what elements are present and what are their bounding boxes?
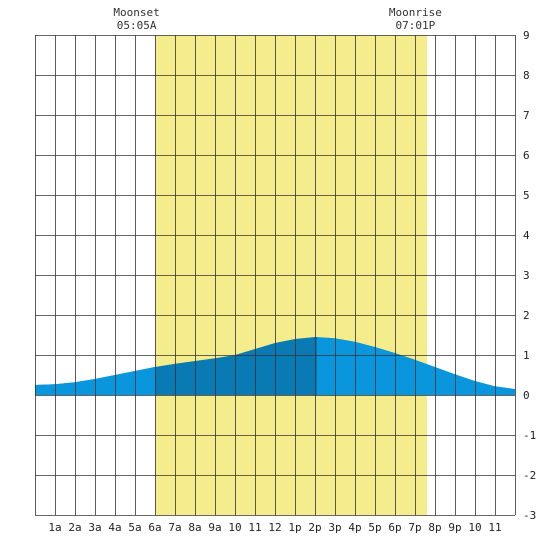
x-tick-label: 5a xyxy=(128,521,141,534)
x-tick-label: 7a xyxy=(168,521,181,534)
x-tick-label: 12 xyxy=(268,521,281,534)
daylight-layer xyxy=(155,35,427,515)
x-tick-label: 7p xyxy=(408,521,421,534)
y-tick-label: 7 xyxy=(523,109,530,122)
x-tick-label: 10 xyxy=(228,521,241,534)
y-tick-label: 1 xyxy=(523,349,530,362)
tide-area-layer xyxy=(35,337,515,395)
x-tick-label: 2p xyxy=(308,521,321,534)
y-tick-label: 5 xyxy=(523,189,530,202)
y-tick-label: -2 xyxy=(523,469,536,482)
tide-area-falling xyxy=(317,337,515,395)
moon-event-label: Moonrise xyxy=(389,6,442,19)
tide-area-night-morning xyxy=(35,367,155,395)
y-tick-label: 4 xyxy=(523,229,530,242)
y-tick-label: 8 xyxy=(523,69,530,82)
x-tick-label: 4p xyxy=(348,521,361,534)
x-tick-label: 10 xyxy=(468,521,481,534)
y-tick-label: 9 xyxy=(523,29,530,42)
y-tick-label: -1 xyxy=(523,429,536,442)
y-tick-label: 0 xyxy=(523,389,530,402)
moon-event-time: 05:05A xyxy=(117,19,157,32)
moon-event-time: 07:01P xyxy=(396,19,436,32)
x-tick-label: 3p xyxy=(328,521,341,534)
x-tick-label: 9p xyxy=(448,521,461,534)
x-tick-label: 1p xyxy=(288,521,301,534)
daylight-band xyxy=(155,35,427,515)
x-tick-label: 8p xyxy=(428,521,441,534)
y-tick-label: 3 xyxy=(523,269,530,282)
x-tick-label: 9a xyxy=(208,521,221,534)
x-tick-label: 4a xyxy=(108,521,121,534)
y-tick-label: 2 xyxy=(523,309,530,322)
moon-event-label: Moonset xyxy=(113,6,159,19)
y-axis-tick-labels: 9 8 7 6 5 4 3 2 1 0 -1 -2 -3 xyxy=(523,29,536,522)
x-tick-label: 1a xyxy=(48,521,61,534)
y-tick-label: -3 xyxy=(523,509,536,522)
x-axis-tick-labels: 1a 2a 3a 4a 5a 6a 7a 8a 9a 10 11 12 1p 2p 3p 4p 5p 6p 7p 8p… xyxy=(48,521,501,534)
x-tick-label: 5p xyxy=(368,521,381,534)
y-tick-label: 6 xyxy=(523,149,530,162)
x-tick-label: 2a xyxy=(68,521,81,534)
x-tick-label: 11 xyxy=(488,521,501,534)
x-tick-label: 11 xyxy=(248,521,261,534)
x-tick-label: 6a xyxy=(148,521,161,534)
x-tick-label: 6p xyxy=(388,521,401,534)
x-tick-label: 3a xyxy=(88,521,101,534)
x-tick-label: 8a xyxy=(188,521,201,534)
grid-layer xyxy=(35,35,516,516)
